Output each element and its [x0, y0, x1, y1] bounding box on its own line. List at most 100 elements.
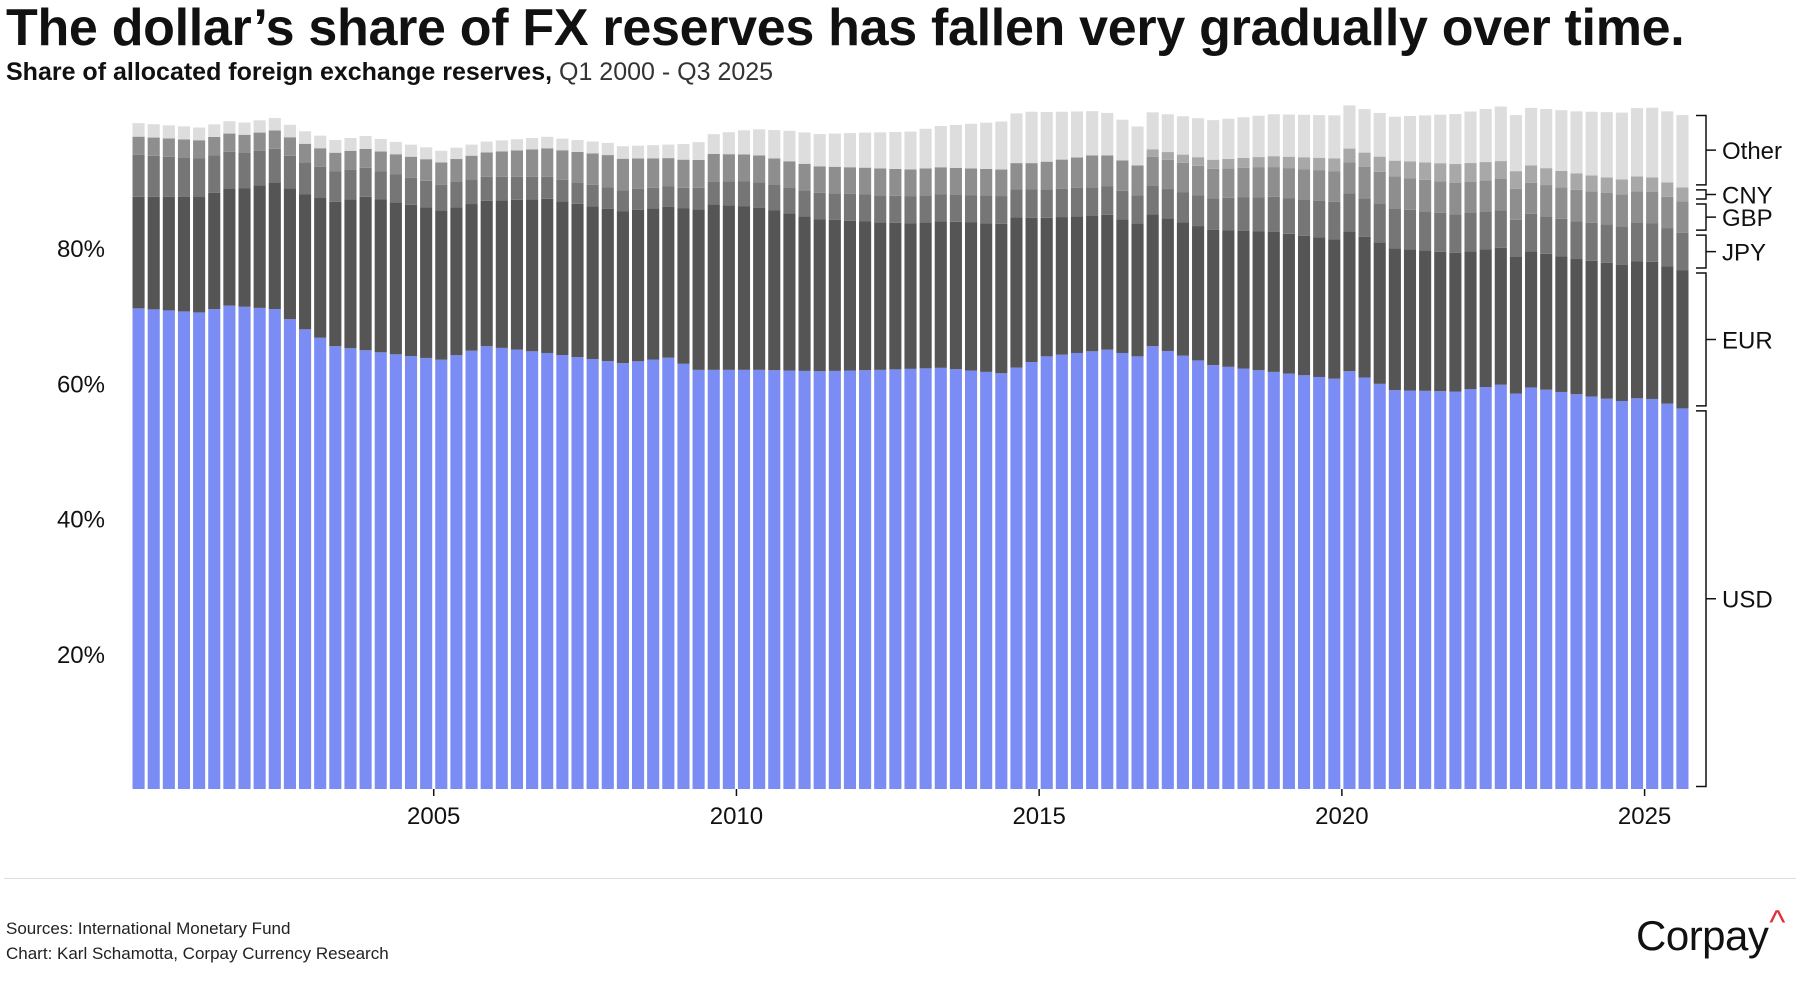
bar-usd-2024q1 [1585, 396, 1598, 789]
bar-eur-2000q2 [147, 196, 160, 310]
bar-other-2003q3 [344, 138, 357, 151]
bar-gbp-2003q2 [329, 152, 342, 172]
bar-jpy-2021q1 [1403, 209, 1417, 250]
bar-usd-2001q3 [223, 305, 236, 789]
bar-jpy-2019q3 [1313, 200, 1326, 238]
logo-wordmark: Corpay [1636, 912, 1769, 959]
bar-cny-2017q3 [1192, 157, 1205, 166]
bar-other-2016q1 [1101, 112, 1114, 156]
bar-eur-2011q3 [828, 219, 841, 371]
corpay-logo: Corpay^ [1636, 904, 1785, 960]
bar-usd-2020q4 [1388, 390, 1401, 789]
bar-eur-2016q4 [1146, 214, 1159, 347]
bar-eur-2016q3 [1131, 223, 1144, 357]
bar-eur-2000q3 [162, 196, 175, 311]
bar-usd-2002q2 [268, 309, 281, 789]
bar-eur-2003q1 [314, 198, 327, 338]
bar-usd-2003q4 [359, 350, 372, 789]
bar-jpy-2002q3 [283, 155, 296, 189]
bar-gbp-2000q3 [162, 138, 175, 157]
bar-other-2021q3 [1434, 114, 1447, 164]
bar-other-2019q1 [1282, 114, 1295, 157]
bar-eur-2020q3 [1373, 242, 1386, 384]
bar-other-2002q4 [299, 131, 312, 144]
bar-jpy-2017q1 [1161, 189, 1174, 219]
bar-usd-2015q2 [1055, 354, 1068, 789]
bar-usd-2005q1 [435, 359, 448, 789]
bar-cny-2020q4 [1388, 160, 1401, 177]
bar-other-2024q1 [1585, 111, 1598, 176]
bar-gbp-2021q3 [1434, 181, 1447, 213]
bar-jpy-2008q4 [662, 186, 675, 207]
bar-other-2010q1 [737, 130, 751, 155]
bar-eur-2007q4 [601, 208, 614, 362]
bar-usd-2001q1 [193, 312, 206, 789]
bar-eur-2025q1 [1646, 261, 1659, 399]
bar-gbp-2021q2 [1419, 179, 1432, 212]
bar-gbp-2005q4 [480, 152, 493, 177]
bar-usd-2020q1 [1343, 371, 1356, 789]
bar-jpy-2022q4 [1509, 219, 1522, 257]
bar-eur-2009q1 [677, 208, 690, 364]
bar-gbp-2001q2 [208, 136, 221, 156]
bar-cny-2016q4 [1146, 149, 1159, 157]
bar-jpy-2019q2 [1297, 199, 1311, 236]
bar-gbp-2001q3 [223, 133, 236, 152]
bar-eur-2014q4 [1025, 217, 1038, 362]
bar-cny-2023q2 [1540, 168, 1553, 186]
bar-gbp-2010q4 [783, 161, 796, 188]
bar-gbp-2023q3 [1555, 187, 1568, 219]
logo-caret-mark: ^ [1769, 904, 1785, 942]
bar-cny-2019q4 [1328, 158, 1341, 172]
bar-cny-2022q1 [1464, 163, 1477, 182]
bar-eur-2013q3 [949, 221, 962, 370]
bar-usd-2019q2 [1297, 375, 1311, 789]
bar-gbp-2016q2 [1116, 160, 1129, 191]
bar-jpy-2018q3 [1252, 197, 1265, 232]
bar-jpy-2012q2 [874, 195, 887, 223]
bar-jpy-2002q2 [268, 148, 281, 183]
bar-gbp-2022q2 [1479, 180, 1492, 212]
bar-gbp-2018q1 [1222, 168, 1235, 198]
bar-jpy-2021q3 [1434, 212, 1447, 252]
bar-eur-2018q1 [1222, 230, 1235, 367]
bar-eur-2009q3 [707, 204, 720, 370]
bar-eur-2008q4 [662, 206, 675, 358]
bar-other-2006q3 [526, 138, 539, 150]
bar-gbp-2002q2 [268, 130, 281, 149]
bar-eur-2010q4 [783, 213, 796, 371]
bar-other-2024q2 [1600, 112, 1613, 178]
bar-eur-2019q3 [1313, 237, 1326, 377]
bar-other-2005q2 [450, 147, 463, 160]
bar-gbp-2007q4 [601, 155, 614, 188]
bar-gbp-2010q3 [768, 158, 781, 185]
bar-usd-2018q3 [1252, 370, 1265, 789]
bar-other-2017q4 [1207, 120, 1220, 160]
bar-other-2020q4 [1388, 116, 1401, 161]
bar-cny-2018q4 [1267, 156, 1280, 168]
legend-label-jpy: JPY [1722, 240, 1766, 267]
bar-jpy-2012q1 [859, 194, 872, 222]
bar-usd-2022q1 [1464, 389, 1477, 789]
bar-eur-2000q1 [132, 196, 145, 309]
bar-gbp-2015q4 [1086, 155, 1099, 188]
bar-eur-2013q4 [964, 222, 978, 371]
legend-bracket-usd [1696, 410, 1716, 788]
bar-jpy-2016q1 [1101, 186, 1114, 215]
bar-jpy-2006q1 [495, 176, 508, 201]
footer-divider [4, 878, 1796, 879]
bar-jpy-2009q1 [677, 187, 690, 209]
bar-gbp-2024q1 [1585, 191, 1598, 223]
bar-jpy-2019q4 [1328, 201, 1341, 240]
bar-usd-2008q1 [616, 363, 629, 789]
bar-jpy-2010q1 [737, 181, 751, 207]
bar-usd-2022q3 [1494, 384, 1507, 789]
bar-gbp-2021q1 [1403, 178, 1417, 210]
bar-eur-2017q3 [1192, 226, 1205, 361]
bar-usd-2025q1 [1646, 398, 1659, 789]
bar-usd-2018q4 [1267, 371, 1280, 789]
bar-gbp-2005q3 [465, 155, 478, 180]
bar-gbp-2013q2 [934, 167, 947, 195]
bar-jpy-2008q1 [616, 190, 629, 212]
